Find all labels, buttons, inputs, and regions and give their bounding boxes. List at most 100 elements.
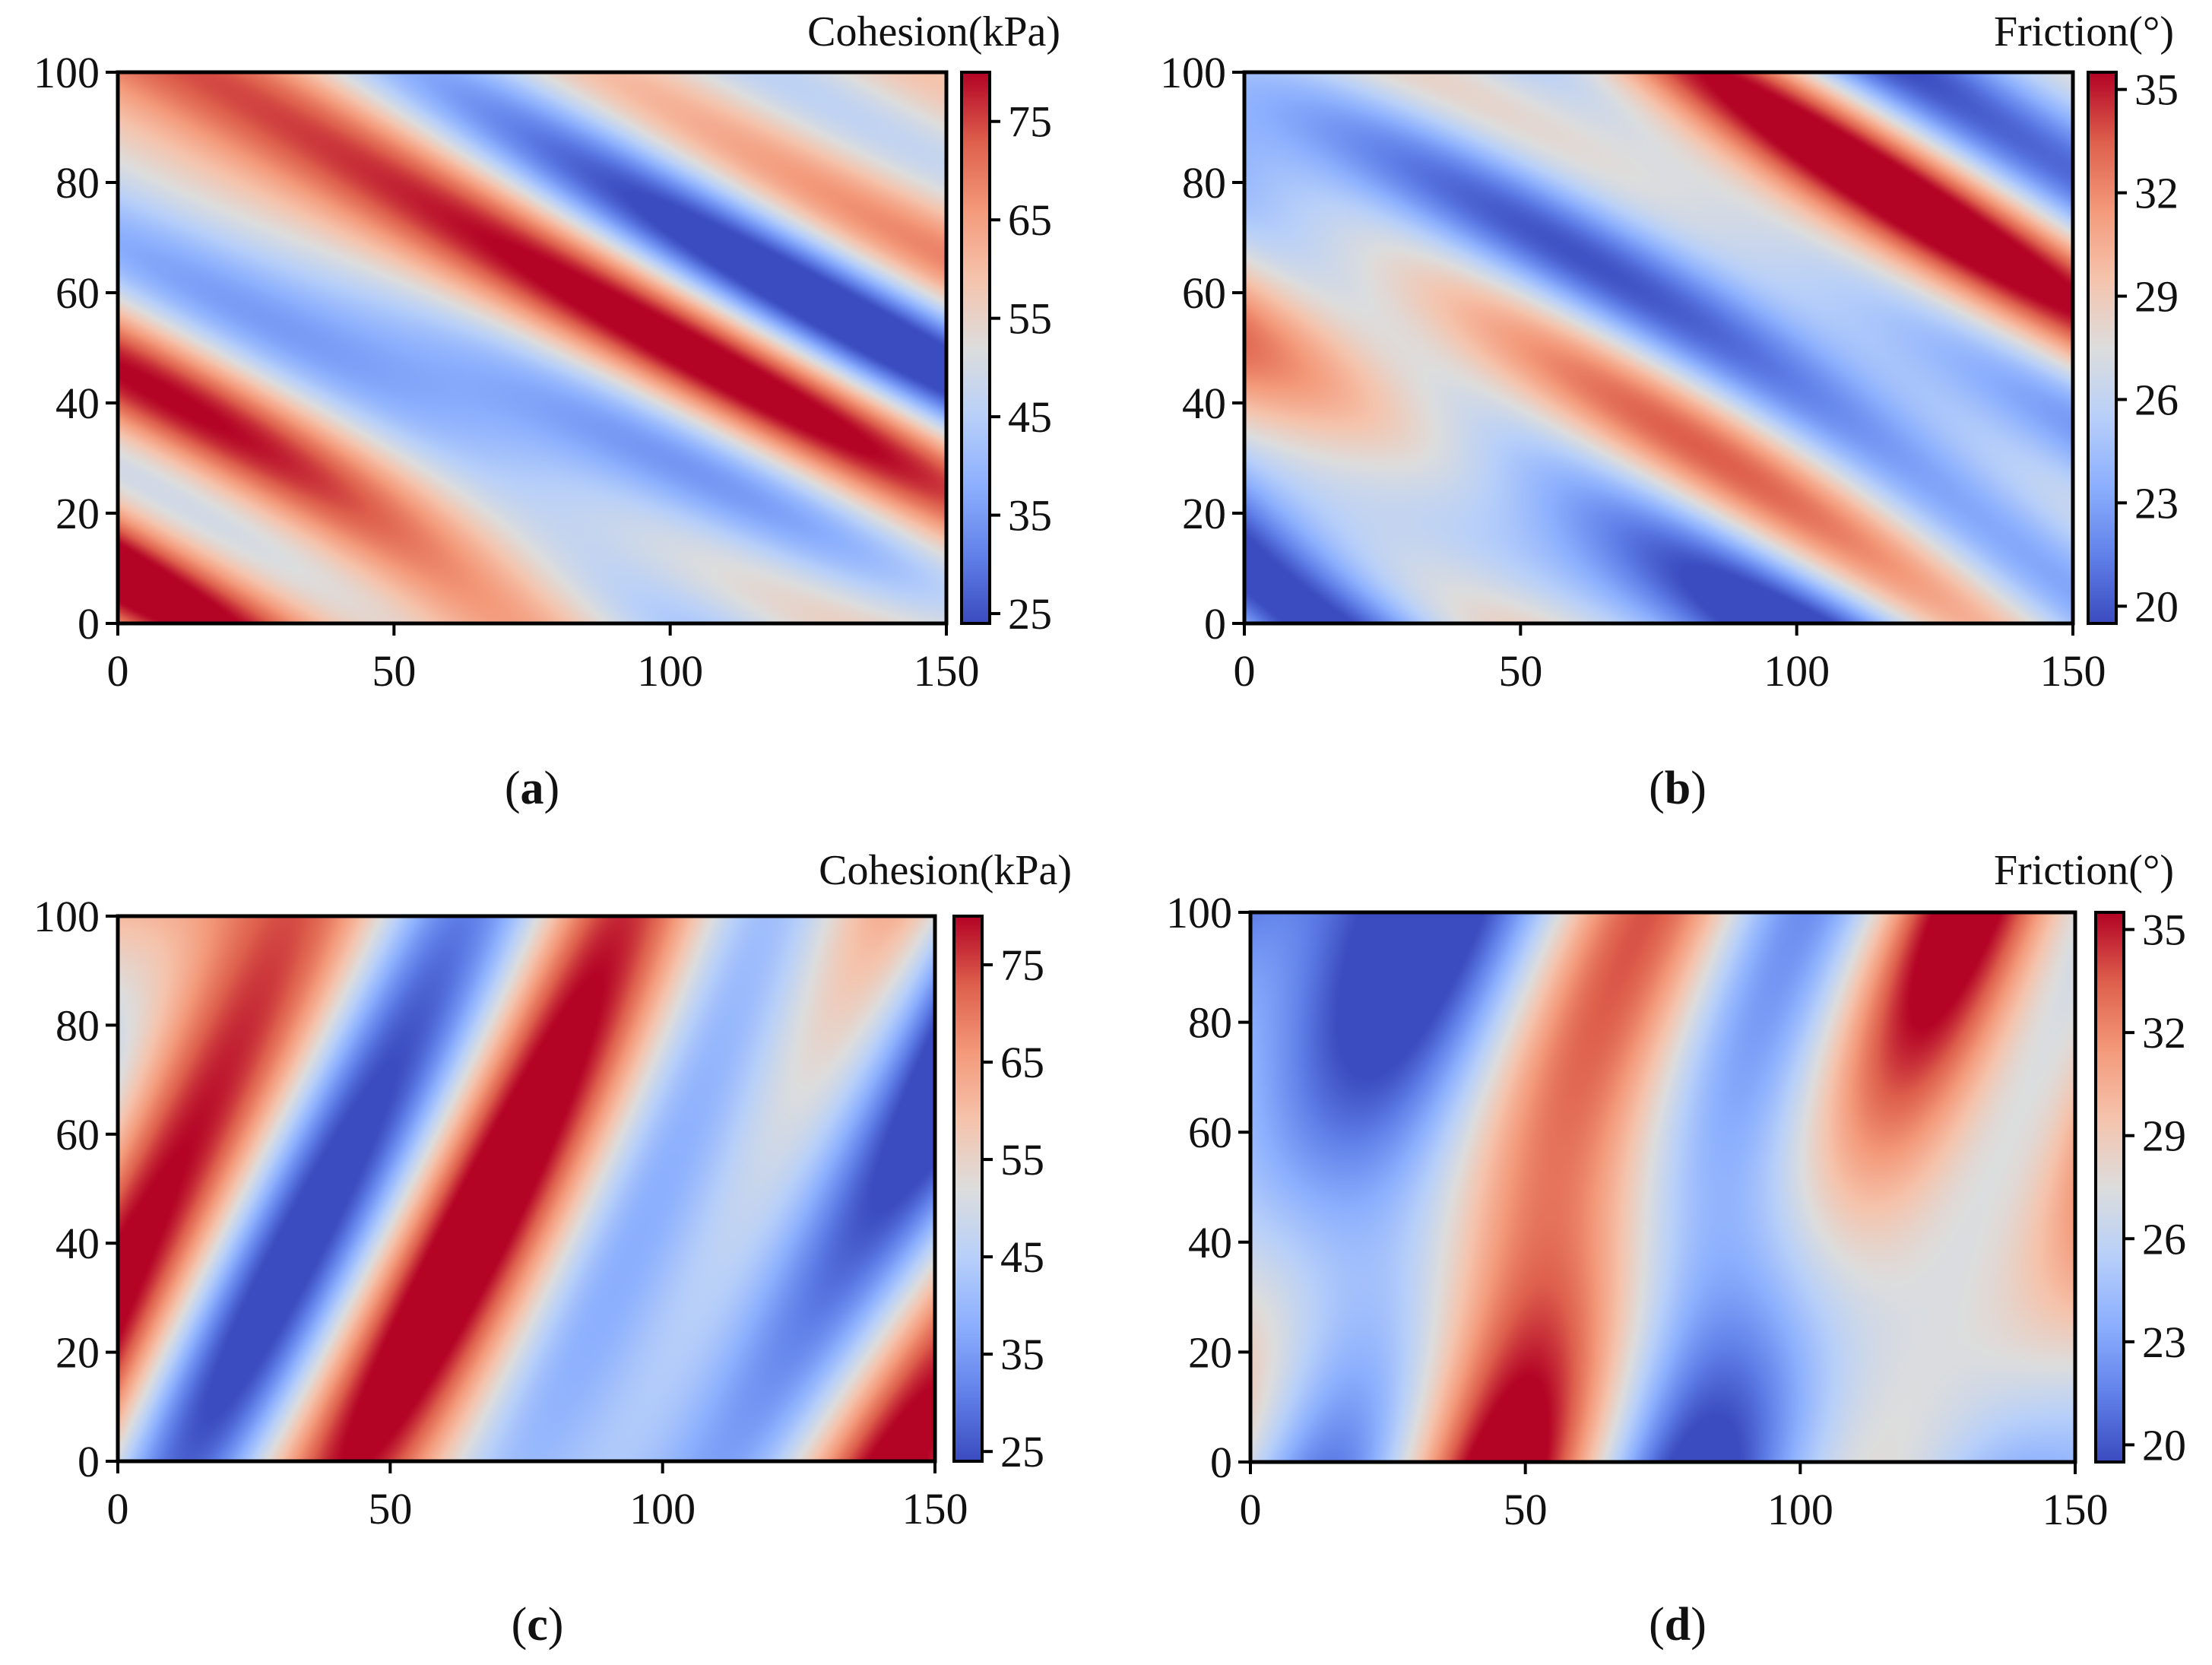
y-tick-label-c-60: 60	[55, 1110, 100, 1159]
x-tick-label-b-150: 150	[2040, 646, 2106, 696]
colorbar-d	[2096, 912, 2124, 1462]
plot-frame-c	[116, 914, 937, 1464]
colorbar-tick-label-b-35: 35	[2134, 65, 2179, 115]
plot-frame-a	[116, 70, 949, 626]
colorbar-tick-label-c-75: 75	[1000, 940, 1044, 990]
plot-frame-b	[1242, 70, 2075, 626]
heatmap-c	[118, 916, 935, 1461]
colorbar-tick-label-d-35: 35	[2142, 905, 2186, 955]
colorbar-title-c: Cohesion(kPa)	[819, 847, 1072, 894]
x-tick-label-d-50: 50	[1504, 1485, 1548, 1534]
colorbar-tick-label-a-25: 25	[1008, 589, 1052, 639]
x-tick-label-b-0: 0	[1234, 646, 1256, 696]
panel-b: 0 20 40 60 80 100 0 50 100 150 20 23 26 29 32 35 Fric…	[1160, 8, 2179, 814]
y-tick-label-c-80: 80	[55, 1001, 100, 1050]
x-tick-label-a-100: 100	[637, 646, 703, 696]
y-tick-label-d-80: 80	[1188, 998, 1232, 1048]
colorbar-frame-c	[952, 915, 984, 1463]
colorbar-axis-a: 25 35 45 55 65 75	[990, 97, 1052, 639]
colorbar-tick-label-d-32: 32	[2142, 1008, 2186, 1058]
colorbar-tick-label-c-45: 45	[1000, 1232, 1044, 1282]
colorbar-title-d: Friction(°)	[1994, 847, 2174, 894]
colorbar-title-a: Cohesion(kPa)	[807, 8, 1060, 56]
y-axis-b: 0 20 40 60 80 100	[1160, 48, 1244, 649]
y-tick-label-d-20: 20	[1188, 1327, 1232, 1377]
y-tick-label-c-20: 20	[55, 1328, 100, 1378]
y-tick-label-b-80: 80	[1182, 158, 1226, 208]
colorbar-frame-d	[2094, 911, 2125, 1464]
heatmap-b	[1244, 72, 2073, 623]
heatmap-d	[1250, 912, 2075, 1462]
y-tick-label-c-100: 100	[33, 892, 100, 941]
y-tick-label-b-60: 60	[1182, 268, 1226, 318]
colorbar-tick-label-c-35: 35	[1000, 1330, 1044, 1379]
x-axis-b: 0 50 100 150	[1234, 623, 2106, 696]
colorbar-tick-label-d-26: 26	[2142, 1214, 2186, 1264]
x-tick-label-c-50: 50	[368, 1484, 412, 1533]
colorbar-frame-b	[2087, 71, 2118, 625]
colorbar-tick-label-a-35: 35	[1008, 491, 1052, 541]
x-tick-label-c-0: 0	[107, 1484, 129, 1533]
colorbar-tick-label-b-20: 20	[2134, 582, 2179, 631]
y-tick-label-d-60: 60	[1188, 1108, 1232, 1157]
colorbar-tick-label-d-23: 23	[2142, 1318, 2186, 1367]
y-tick-label-b-100: 100	[1160, 48, 1226, 97]
colorbar-tick-label-b-32: 32	[2134, 169, 2179, 218]
x-tick-label-a-150: 150	[914, 646, 980, 696]
y-tick-label-a-60: 60	[55, 268, 100, 318]
y-tick-label-d-100: 100	[1166, 888, 1232, 937]
plot-frame-d	[1248, 910, 2077, 1464]
y-tick-label-c-0: 0	[78, 1437, 100, 1486]
x-tick-label-c-150: 150	[902, 1484, 968, 1533]
colorbar-tick-label-a-45: 45	[1008, 392, 1052, 442]
x-tick-label-b-100: 100	[1764, 646, 1830, 696]
y-tick-label-a-20: 20	[55, 489, 100, 538]
x-tick-label-a-50: 50	[372, 646, 416, 696]
panel-label-a: (a)	[505, 763, 559, 814]
x-axis-c: 0 50 100 150	[107, 1461, 968, 1533]
x-tick-label-b-50: 50	[1498, 646, 1542, 696]
heatmap-a	[118, 72, 946, 623]
colorbar-tick-label-a-75: 75	[1008, 97, 1052, 147]
panel-label-d: (d)	[1649, 1599, 1707, 1651]
colorbar-tick-label-d-20: 20	[2142, 1420, 2186, 1470]
colorbar-b	[2088, 72, 2116, 623]
panel-a: 0 20 40 60 80 100 0 50 100 150 25 35 45 55 65 75 Cohe…	[33, 8, 1060, 814]
colorbar-axis-c: 25 35 45 55 65 75	[982, 940, 1044, 1476]
colorbar-tick-label-a-65: 65	[1008, 195, 1052, 245]
x-tick-label-d-0: 0	[1240, 1485, 1262, 1534]
colorbar-title-b: Friction(°)	[1994, 8, 2174, 56]
colorbar-tick-label-b-23: 23	[2134, 478, 2179, 528]
y-tick-label-b-0: 0	[1204, 599, 1226, 649]
colorbar-frame-a	[960, 71, 991, 625]
colorbar-tick-label-b-26: 26	[2134, 375, 2179, 424]
y-tick-label-a-0: 0	[78, 599, 100, 649]
colorbar-axis-b: 20 23 26 29 32 35	[2116, 65, 2179, 631]
y-tick-label-a-40: 40	[55, 379, 100, 428]
y-tick-label-c-40: 40	[55, 1219, 100, 1268]
colorbar-tick-label-c-65: 65	[1000, 1038, 1044, 1087]
colorbar-tick-label-b-29: 29	[2134, 272, 2179, 322]
y-tick-label-a-80: 80	[55, 158, 100, 208]
colorbar-c	[954, 916, 982, 1461]
colorbar-tick-label-a-55: 55	[1008, 294, 1052, 344]
y-tick-label-b-40: 40	[1182, 379, 1226, 428]
panel-c: 0 20 40 60 80 100 0 50 100 150 25 35 45 55 65 75 Cohe…	[33, 847, 1072, 1651]
colorbar-tick-label-c-25: 25	[1000, 1427, 1044, 1476]
x-axis-a: 0 50 100 150	[107, 623, 980, 696]
y-tick-label-a-100: 100	[33, 48, 100, 97]
colorbar-tick-label-d-29: 29	[2142, 1112, 2186, 1161]
x-tick-label-d-150: 150	[2042, 1485, 2109, 1534]
y-tick-label-d-0: 0	[1210, 1438, 1232, 1487]
y-tick-label-d-40: 40	[1188, 1218, 1232, 1267]
panel-label-b: (b)	[1649, 763, 1707, 814]
colorbar-a	[962, 72, 990, 623]
colorbar-tick-label-c-55: 55	[1000, 1135, 1044, 1185]
y-tick-label-b-20: 20	[1182, 489, 1226, 538]
x-tick-label-d-100: 100	[1767, 1485, 1833, 1534]
y-axis-d: 0 20 40 60 80 100	[1166, 888, 1250, 1487]
x-tick-label-c-100: 100	[629, 1484, 696, 1533]
panel-d: 0 20 40 60 80 100 0 50 100 150 20 23 26 29 32 35 Fric…	[1166, 847, 2186, 1651]
y-axis-c: 0 20 40 60 80 100	[33, 892, 118, 1486]
